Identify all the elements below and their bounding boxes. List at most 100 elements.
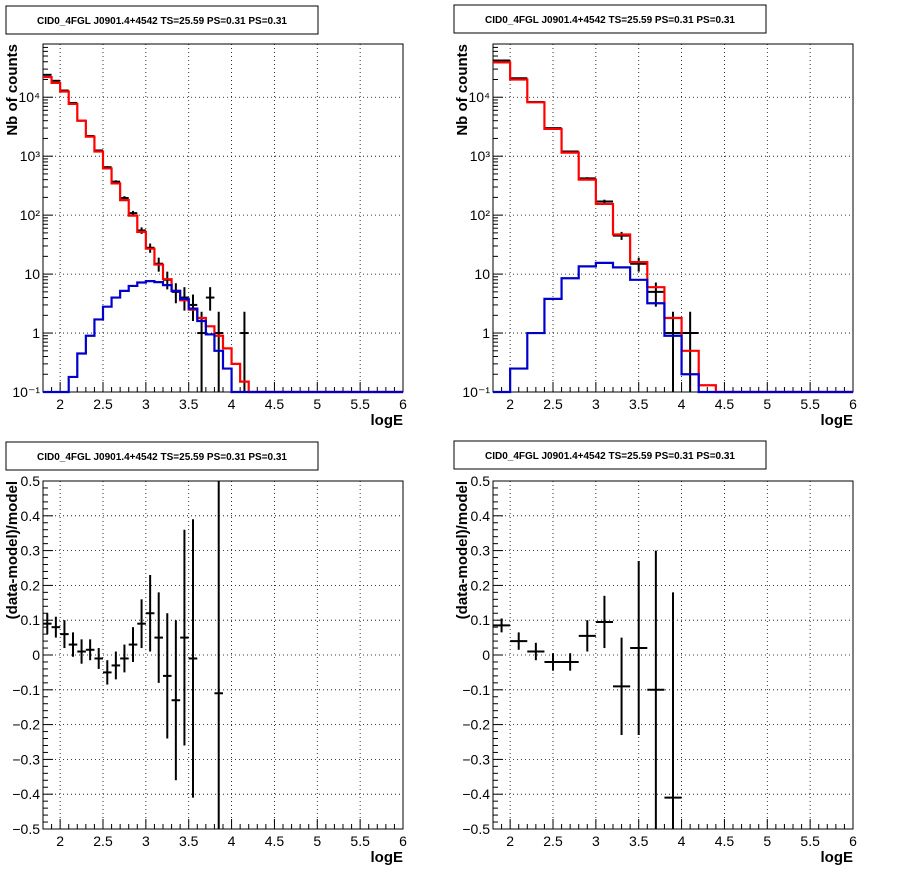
x-tick-label: 5.5 (800, 833, 820, 849)
chart-panel-top-right: CID0_4FGL J0901.4+4542 TS=25.59 PS=0.31 … (453, 4, 857, 429)
data-point (205, 287, 215, 311)
data-point (664, 592, 682, 829)
data-point (647, 550, 665, 829)
data-point (197, 311, 206, 392)
x-tick-label: 5 (763, 833, 771, 849)
y-tick-label: 0.2 (21, 577, 41, 593)
y-tick-label: 10 (474, 266, 490, 282)
data-point (595, 595, 613, 649)
x-tick-label: 3.5 (179, 833, 199, 849)
x-tick-label: 2 (56, 833, 64, 849)
title-box (5, 5, 319, 35)
y-axis-label: (data-model)/model (4, 481, 21, 619)
chart-panel-bottom-left: CID0_4FGL J0901.4+4542 TS=25.59 PS=0.31 … (4, 441, 407, 866)
data-point (51, 79, 61, 82)
y-tick-label: 0.1 (471, 612, 491, 628)
y-tick-label: −0.1 (12, 682, 40, 698)
y-tick-label: 0.4 (471, 508, 491, 524)
y-tick-label: −0.4 (12, 786, 40, 802)
x-tick-label: 6 (849, 396, 857, 412)
data-point (664, 311, 682, 392)
data-point (214, 481, 223, 829)
data-point (544, 653, 562, 671)
data-point (154, 592, 163, 683)
chart-title: CID0_4FGL J0901.4+4542 TS=25.59 PS=0.31 … (485, 15, 735, 26)
y-tick-label: 0 (482, 647, 490, 663)
x-tick-label: 4 (228, 396, 236, 412)
data-point (77, 639, 86, 664)
y-tick-label: 10 (24, 266, 40, 282)
data-point (51, 616, 61, 638)
y-tick-label: 0.2 (471, 577, 491, 593)
data-point (171, 620, 181, 781)
x-tick-label: 5 (313, 396, 321, 412)
y-tick-label: −0.4 (462, 786, 490, 802)
data-point (163, 613, 172, 739)
data-point (145, 574, 155, 652)
x-tick-label: 5.5 (800, 396, 820, 412)
y-tick-label: −0.3 (462, 751, 490, 767)
y-tick-label: 1 (482, 325, 490, 341)
data-point (43, 73, 52, 76)
y-tick-label: −0.2 (12, 717, 40, 733)
data-point (613, 231, 631, 240)
y-tick-label: 0.5 (21, 473, 41, 489)
x-tick-label: 6 (849, 833, 857, 849)
x-tick-label: 3 (592, 833, 600, 849)
data-point (128, 627, 138, 662)
data-point (561, 653, 579, 671)
y-tick-label: 0 (32, 647, 40, 663)
x-tick-label: 2.5 (543, 833, 563, 849)
data-point (103, 660, 112, 685)
data-point (527, 642, 545, 661)
x-tick-label: 3 (592, 396, 600, 412)
data-point (240, 311, 249, 392)
data-point (510, 632, 528, 650)
data-point (493, 618, 511, 633)
x-tick-label: 3.5 (179, 396, 199, 412)
x-tick-label: 4.5 (265, 396, 285, 412)
y-tick-label: −0.5 (462, 821, 490, 837)
y-tick-label: 0.1 (21, 612, 41, 628)
title-box (453, 4, 767, 34)
data-point (188, 519, 198, 798)
x-tick-label: 2 (506, 396, 514, 412)
y-tick-label: 10⁴ (468, 89, 490, 105)
series-component-line (43, 280, 403, 394)
title-box (453, 440, 767, 470)
series-component-line (493, 261, 853, 394)
data-point (43, 613, 52, 635)
data-point (111, 651, 121, 680)
x-tick-label: 2.5 (543, 396, 563, 412)
data-point (630, 257, 648, 272)
x-tick-label: 3.5 (629, 396, 649, 412)
y-tick-label: 10³ (470, 148, 491, 164)
chart-title: CID0_4FGL J0901.4+4542 TS=25.59 PS=0.31 … (37, 16, 287, 27)
y-tick-label: 10⁴ (18, 89, 40, 105)
x-tick-label: 5 (313, 833, 321, 849)
x-tick-label: 4.5 (715, 396, 735, 412)
y-axis-label: Nb of counts (4, 44, 21, 136)
data-point (60, 620, 69, 649)
data-point (137, 599, 146, 649)
data-point (68, 632, 78, 657)
y-tick-label: 10³ (20, 148, 41, 164)
y-tick-label: −0.3 (12, 751, 40, 767)
chart-title: CID0_4FGL J0901.4+4542 TS=25.59 PS=0.31 … (485, 451, 735, 462)
x-tick-label: 4 (228, 833, 236, 849)
data-point (94, 648, 103, 669)
x-tick-label: 4 (678, 833, 686, 849)
y-tick-label: 10⁻¹ (12, 384, 40, 400)
y-tick-label: 0.3 (471, 543, 491, 559)
y-tick-label: 0.4 (21, 508, 41, 524)
x-axis-label: logE (821, 412, 854, 429)
x-tick-label: 5 (763, 396, 771, 412)
y-tick-label: −0.1 (462, 682, 490, 698)
chart-title: CID0_4FGL J0901.4+4542 TS=25.59 PS=0.31 … (37, 452, 287, 463)
data-point (578, 620, 596, 652)
x-axis-label: logE (821, 849, 854, 866)
x-tick-label: 6 (399, 396, 407, 412)
x-tick-label: 5.5 (350, 396, 370, 412)
y-tick-label: −0.5 (12, 821, 40, 837)
